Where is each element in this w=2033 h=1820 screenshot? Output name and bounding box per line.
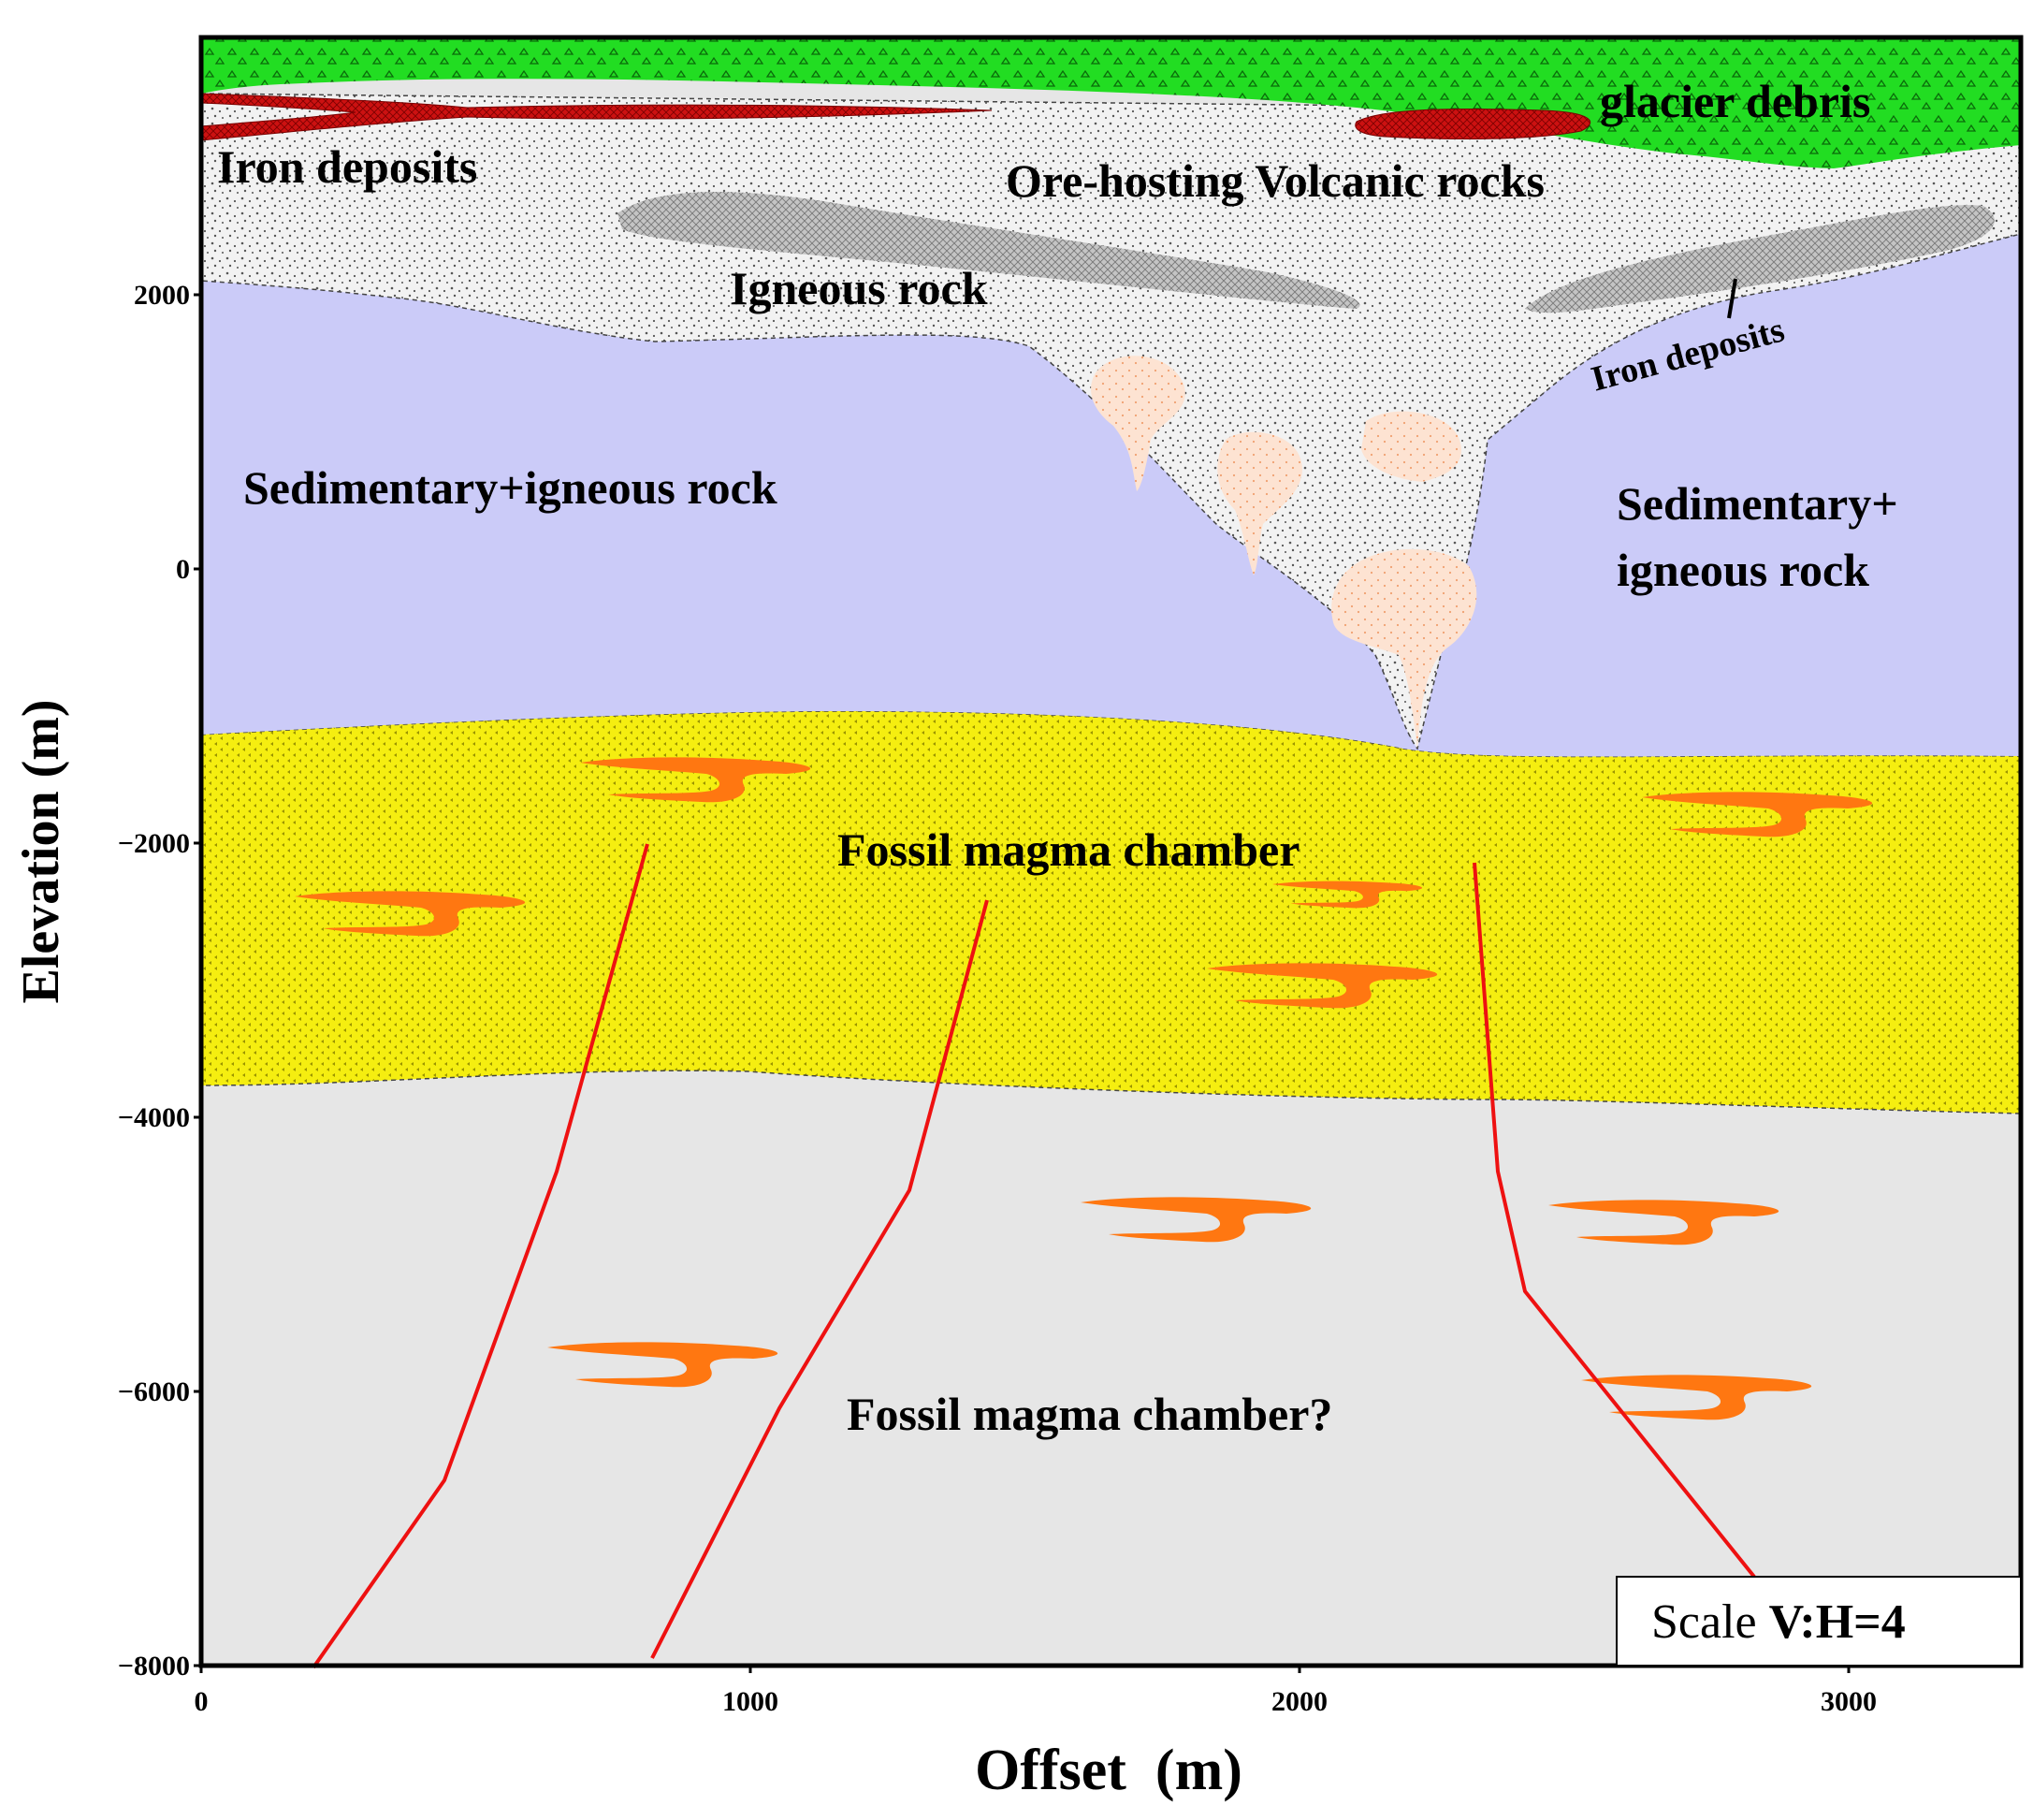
unit-fossil-fill — [200, 710, 2022, 1114]
y-tick-label: −8000 — [118, 1651, 190, 1682]
x-tick-label: 2000 — [1271, 1686, 1328, 1717]
y-tick-label: 0 — [176, 554, 190, 585]
iron-deposit-pointer — [1727, 278, 1737, 319]
label-igneous: Igneous rock — [730, 262, 988, 314]
unit-glacier-fill — [201, 37, 2021, 168]
unit-igneous-fill-right — [1525, 205, 1995, 313]
fault-3 — [1473, 862, 1756, 1579]
y-tick-label: −6000 — [118, 1376, 190, 1407]
plot-area — [200, 37, 2022, 1669]
x-tick-label: 3000 — [1821, 1686, 1877, 1717]
x-tick-label: 0 — [195, 1686, 209, 1717]
x-axis: 0 1000 2000 3000 Offset (m) — [195, 1666, 1877, 1802]
label-glacier: glacier debris — [1600, 75, 1870, 127]
label-fossil-q: Fossil magma chamber? — [847, 1388, 1332, 1440]
label-fossil: Fossil magma chamber — [837, 823, 1300, 876]
y-tick-label: −4000 — [118, 1102, 190, 1133]
unit-volcanic-fill — [200, 93, 2022, 750]
scale-text: Scale V:H=4 — [1651, 1595, 1906, 1649]
fault-1 — [312, 843, 649, 1669]
y-axis: 2000 0 −2000 −4000 −6000 −8000 Elevation… — [12, 280, 201, 1682]
unit-iron-top-fill-right — [1355, 108, 1591, 139]
unit-igneous-fill — [617, 192, 1360, 309]
label-iron-top: Iron deposits — [217, 140, 477, 193]
label-sed-left: Sedimentary+igneous rock — [243, 461, 777, 514]
unit-labels: glacier debris Iron deposits Ore-hosting… — [217, 75, 1898, 1440]
faults — [312, 843, 1756, 1669]
scale-box: Scale V:H=4 — [1616, 1576, 2022, 1667]
plot-frame — [198, 35, 2024, 1668]
y-axis-title: Elevation (m) — [12, 699, 70, 1003]
label-sed-right-2: igneous rock — [1617, 544, 1869, 596]
label-sed-right-1: Sedimentary+ — [1617, 477, 1898, 530]
x-axis-title: Offset (m) — [975, 1739, 1242, 1802]
scale-prefix: Scale — [1651, 1595, 1769, 1649]
plume-blobs — [1091, 356, 1477, 749]
scale-ratio: V:H=4 — [1769, 1595, 1906, 1649]
y-tick-label: −2000 — [118, 828, 190, 859]
y-tick-label: 2000 — [134, 280, 190, 311]
label-volcanic: Ore-hosting Volcanic rocks — [1006, 154, 1545, 207]
x-tick-label: 1000 — [722, 1686, 778, 1717]
unit-iron-top-fill — [200, 93, 993, 141]
fault-2 — [650, 899, 989, 1659]
